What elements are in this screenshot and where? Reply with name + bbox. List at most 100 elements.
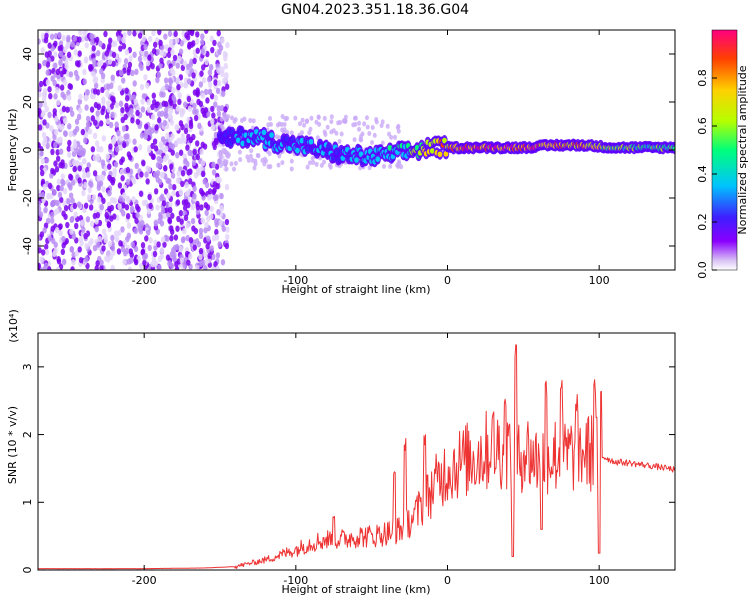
- spectrogram-noise-point: [92, 170, 98, 177]
- spectrogram-noise-point: [169, 235, 174, 242]
- spectrogram-noise-point: [38, 91, 42, 98]
- spectrogram-noise-point: [224, 183, 230, 191]
- spectrogram-noise-point: [191, 40, 196, 47]
- spectrogram-noise-point: [156, 71, 162, 79]
- spectrogram-x-ticks: -200 -100 0 100: [132, 30, 610, 287]
- snr-y-ticks: 0 1 2 3: [21, 363, 675, 574]
- snr-y-label: SNR (10 * v/v): [6, 406, 19, 484]
- spectrogram-noise-point: [164, 145, 169, 152]
- spectrogram-noise-point: [50, 75, 55, 82]
- spectrogram-noise-point: [179, 218, 184, 225]
- spectrogram-noise-point: [211, 169, 217, 176]
- spectrogram-noise-point: [165, 254, 171, 261]
- spectrogram-noise-point: [193, 114, 199, 122]
- spectrogram-noise-point: [195, 264, 200, 270]
- spectrogram-noise-point: [205, 204, 211, 211]
- spectrogram-noise-point: [58, 161, 63, 169]
- spectrogram-noise-point: [120, 226, 125, 233]
- spectrogram-noise-point: [216, 67, 221, 74]
- spectrogram-y-tick-label: 40: [21, 47, 34, 61]
- spectrogram-noise-point: [147, 193, 152, 201]
- spectrogram-noise-point: [86, 171, 91, 178]
- spectrogram-noise-point: [139, 171, 144, 178]
- spectrogram-noise-point: [60, 173, 65, 180]
- spectrogram-noise-point: [182, 204, 188, 212]
- spectrogram-noise-point: [110, 74, 115, 81]
- spectrogram-noise-point: [195, 153, 200, 161]
- spectrogram-noise-point: [362, 121, 367, 127]
- spectrogram-noise-point: [77, 50, 82, 57]
- spectrogram-noise-point: [179, 40, 184, 47]
- spectrogram-noise-point: [112, 137, 117, 144]
- spectrogram-noise-point: [370, 140, 375, 146]
- spectrogram-noise-point: [135, 211, 140, 219]
- spectrogram-noise-point: [124, 87, 129, 94]
- spectrogram-noise-point: [86, 193, 92, 201]
- spectrogram-noise-point: [200, 217, 205, 224]
- spectrogram-noise-point: [280, 113, 285, 119]
- snr-y-tick-label: 0: [21, 567, 34, 574]
- spectrogram-noise-point: [177, 92, 182, 99]
- spectrogram-noise-point: [198, 81, 204, 88]
- spectrogram-noise-point: [89, 181, 94, 188]
- spectrogram-noise-point: [57, 191, 63, 199]
- spectrogram-noise-point: [279, 121, 284, 127]
- spectrogram-noise-point: [70, 179, 76, 186]
- spectrogram-noise-point: [165, 132, 170, 140]
- spectrogram-noise-point: [42, 88, 48, 95]
- spectrogram-noise-point: [78, 236, 83, 243]
- spectrogram-noise-point: [162, 212, 167, 220]
- spectrogram-noise-point: [153, 188, 159, 195]
- spectrogram-noise-point: [160, 136, 166, 143]
- spectrogram-noise-point: [93, 82, 99, 89]
- spectrogram-noise-point: [183, 214, 189, 222]
- spectrogram-ridge-point: [240, 140, 246, 147]
- spectrogram-noise-point: [150, 62, 155, 70]
- spectrogram-noise-point: [101, 135, 107, 142]
- spectrogram-noise-point: [217, 241, 222, 248]
- spectrogram-noise-point: [194, 38, 200, 45]
- spectrogram-noise-point: [217, 48, 222, 56]
- spectrogram-noise-point: [157, 30, 162, 36]
- spectrogram-noise-point: [92, 77, 98, 84]
- spectrogram-noise-point: [55, 155, 61, 162]
- spectrogram-noise-point: [213, 260, 218, 268]
- spectrogram-noise-point: [150, 142, 155, 150]
- spectrogram-noise-point: [162, 119, 168, 127]
- spectrogram-noise-point: [133, 258, 139, 266]
- spectrogram-noise-point: [203, 265, 208, 270]
- spectrogram-noise-point: [192, 244, 197, 251]
- spectrogram-noise-point: [163, 188, 169, 195]
- spectrogram-noise-point: [167, 216, 172, 224]
- spectrogram-noise-point: [175, 105, 181, 112]
- spectrogram-noise-point: [96, 50, 101, 57]
- spectrogram-noise-point: [118, 195, 123, 202]
- spectrogram-noise-point: [49, 125, 54, 132]
- spectrogram-noise-point: [50, 167, 55, 175]
- spectrogram-noise-point: [210, 124, 216, 131]
- spectrogram-noise-point: [218, 154, 223, 160]
- spectrogram-noise-point: [99, 68, 104, 75]
- spectrogram-noise-point: [134, 217, 139, 224]
- spectrogram-noise-point: [121, 36, 126, 44]
- snr-y-tick-label: 3: [21, 363, 34, 370]
- spectrogram-noise-point: [172, 183, 177, 191]
- spectrogram-noise-point: [53, 62, 58, 69]
- spectrogram-noise-point: [58, 148, 64, 155]
- spectrogram-noise-point: [103, 165, 109, 172]
- spectrogram-noise-point: [210, 118, 215, 125]
- spectrogram-ridge-point: [387, 145, 393, 151]
- spectrogram-ridge-point: [358, 151, 364, 157]
- spectrogram-noise-point: [122, 239, 128, 247]
- spectrogram-noise-point: [167, 260, 172, 267]
- spectrogram-ridge-point: [429, 148, 435, 154]
- spectrogram-noise-point: [175, 199, 181, 206]
- spectrogram-noise-point: [166, 192, 171, 199]
- spectrogram-noise-point: [143, 74, 148, 81]
- spectrogram-noise-point: [223, 106, 228, 113]
- spectrogram-noise-point: [112, 197, 118, 204]
- spectrogram-noise-point: [70, 266, 75, 270]
- spectrogram-noise-point: [92, 132, 98, 140]
- spectrogram-noise-point: [74, 60, 80, 67]
- spectrogram-noise-point: [198, 253, 203, 261]
